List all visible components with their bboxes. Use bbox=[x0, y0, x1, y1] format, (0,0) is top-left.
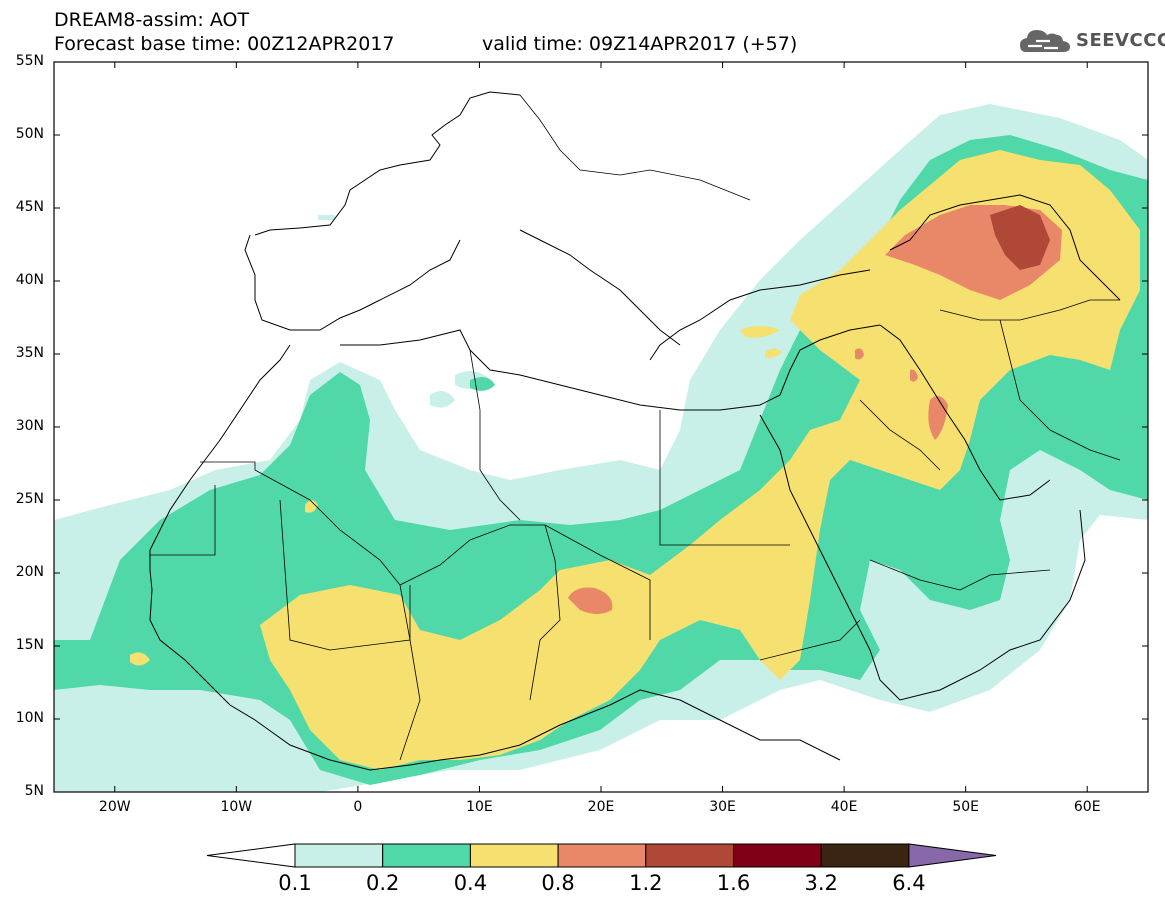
lat-label: 25N bbox=[15, 491, 44, 507]
lat-label: 45N bbox=[15, 199, 44, 215]
lat-label: 5N bbox=[24, 783, 44, 799]
coastlines bbox=[149, 91, 1121, 771]
colorbar-label: 1.6 bbox=[716, 871, 751, 895]
lon-label: 30E bbox=[709, 799, 736, 815]
valid-time: valid time: 09Z14APR2017 (+57) bbox=[482, 33, 798, 55]
colorbar-label: 0.1 bbox=[278, 871, 312, 895]
lon-label: 50E bbox=[952, 799, 979, 815]
colorbar-label: 1.2 bbox=[629, 871, 663, 895]
lat-label: 35N bbox=[15, 345, 44, 361]
axis-ticks bbox=[54, 61, 1148, 793]
lat-label: 30N bbox=[15, 418, 44, 434]
lon-label: 60E bbox=[1073, 799, 1101, 815]
colorbar-label: 3.2 bbox=[804, 871, 838, 895]
lat-label: 10N bbox=[15, 710, 44, 726]
country-borders bbox=[150, 94, 1121, 761]
colorbar-label: 0.2 bbox=[365, 871, 400, 895]
lat-label: 50N bbox=[15, 126, 44, 142]
lon-label: 10W bbox=[220, 799, 253, 815]
lon-label: 20W bbox=[98, 799, 131, 815]
colorbar-label: 0.8 bbox=[541, 871, 575, 895]
lat-label: 20N bbox=[15, 564, 44, 580]
aot-field-0.4 bbox=[130, 150, 1140, 770]
lat-label: 40N bbox=[15, 272, 44, 288]
seevccc-logo: SEEVCCC bbox=[1018, 26, 1165, 56]
lat-label: 55N bbox=[15, 53, 44, 69]
lon-label: 10E bbox=[466, 799, 493, 815]
lon-label: 40E bbox=[830, 799, 858, 815]
lon-label: 20E bbox=[587, 799, 615, 815]
logo-text: SEEVCCC bbox=[1076, 30, 1165, 51]
lat-label: 15N bbox=[15, 637, 44, 653]
aot-field-1.2 bbox=[990, 205, 1050, 270]
forecast-base-time: Forecast base time: 00Z12APR2017 bbox=[54, 33, 395, 55]
colorbar-label: 6.4 bbox=[892, 871, 926, 895]
lon-label: 0 bbox=[353, 799, 363, 815]
cloud-icon bbox=[1020, 30, 1070, 52]
map-title: DREAM8-assim: AOT bbox=[54, 9, 250, 31]
colorbar-label: 0.4 bbox=[453, 871, 488, 895]
